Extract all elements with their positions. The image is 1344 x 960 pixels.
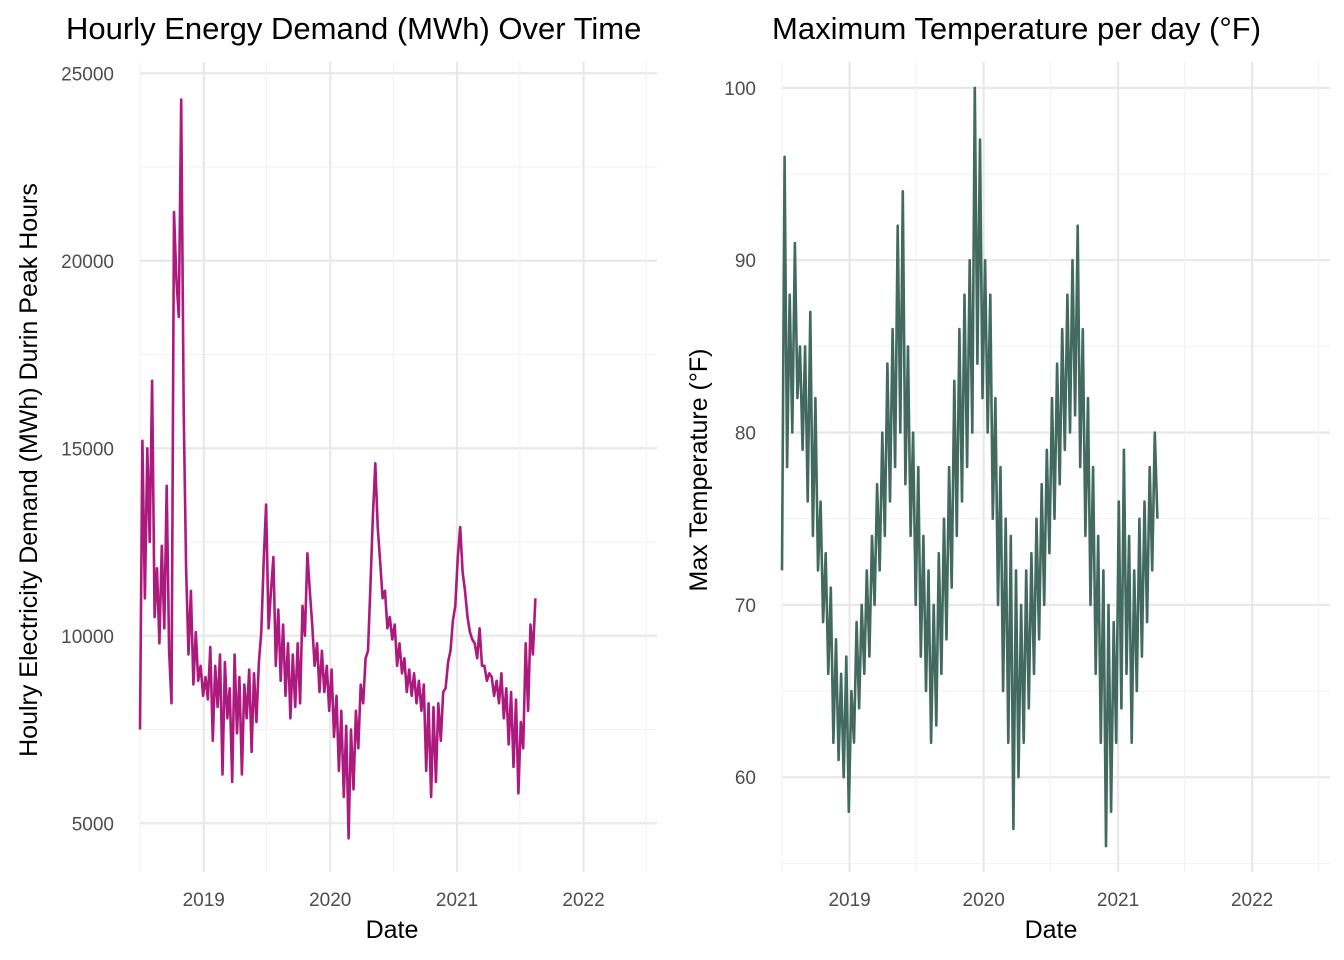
temperature-chart-y-axis-title: Max Temperature (°F) — [685, 349, 713, 592]
y-tick-label: 80 — [735, 424, 756, 445]
energy-chart-x-axis-title: Date — [366, 916, 419, 944]
energy-chart-y-axis-title: Houlry Electricity Demand (MWh) Durin Pe… — [15, 183, 43, 757]
x-tick-label: 2021 — [436, 890, 478, 911]
x-tick-label: 2022 — [562, 890, 604, 911]
y-tick-label: 15000 — [61, 439, 114, 460]
y-tick-label: 25000 — [61, 64, 114, 85]
x-tick-label: 2019 — [183, 890, 225, 911]
y-tick-label: 10000 — [61, 627, 114, 648]
x-tick-label: 2021 — [1097, 890, 1139, 911]
energy-chart-title: Hourly Energy Demand (MWh) Over Time — [66, 11, 641, 46]
y-tick-label: 90 — [735, 251, 756, 272]
y-tick-label: 70 — [735, 596, 756, 617]
x-tick-label: 2020 — [963, 890, 1005, 911]
y-tick-label: 100 — [724, 79, 756, 100]
x-tick-label: 2020 — [309, 890, 351, 911]
temperature-chart-tick-labels: 60 70 80 90 100 2019 2020 2021 2022 — [724, 79, 1273, 911]
y-tick-label: 60 — [735, 768, 756, 789]
temperature-chart-grid — [781, 62, 1330, 872]
y-tick-label: 5000 — [72, 814, 114, 835]
x-tick-label: 2022 — [1231, 890, 1273, 911]
y-tick-label: 20000 — [61, 252, 114, 273]
energy-chart-tick-labels: 5000 10000 15000 20000 25000 2019 2020 2021 2022 — [61, 64, 605, 911]
energy-demand-chart: Hourly Energy Demand (MWh) Over Time 500… — [15, 11, 657, 944]
max-temperature-chart: Maximum Temperature per day (°F) 60 70 80 9… — [685, 11, 1330, 944]
energy-demand-series-line — [138, 98, 537, 840]
temperature-chart-x-axis-title: Date — [1025, 916, 1078, 944]
x-tick-label: 2019 — [828, 890, 870, 911]
temperature-series-line — [780, 86, 1159, 848]
energy-chart-grid — [139, 62, 657, 872]
temperature-chart-title: Maximum Temperature per day (°F) — [772, 11, 1261, 46]
